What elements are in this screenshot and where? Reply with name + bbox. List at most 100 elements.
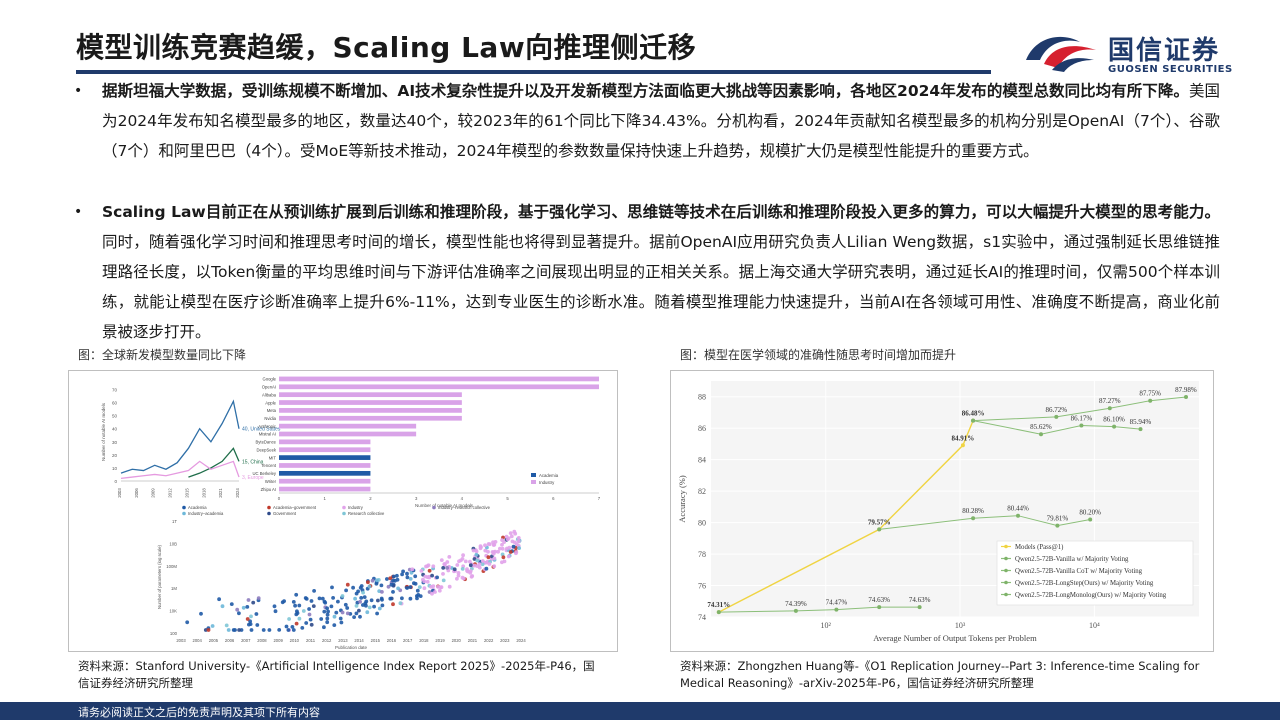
x-tick-label: 10² xyxy=(821,621,832,630)
x-tick-label: 2017 xyxy=(403,638,413,643)
scatter-point xyxy=(325,616,330,621)
scatter-point xyxy=(438,585,443,590)
scatter-point xyxy=(364,599,369,604)
scatter-point xyxy=(456,573,461,578)
scatter-point xyxy=(445,566,449,570)
scatter-point xyxy=(463,559,468,564)
x-axis-title: Average Number of Output Tokens per Prob… xyxy=(873,633,1037,643)
scatter-point xyxy=(352,615,356,619)
x-tick-label: 2009 xyxy=(151,488,156,498)
scatter-point xyxy=(338,616,343,621)
scatter-point xyxy=(509,534,514,539)
scatter-point xyxy=(472,557,477,561)
scatter-point xyxy=(517,546,521,550)
bullet-paragraph-2: • Scaling Law目前正在从预训练扩展到后训练和推理阶段，基于强化学习、… xyxy=(74,197,1220,347)
x-tick-label: 2 xyxy=(369,496,372,501)
bar-category-label: Apple xyxy=(265,400,276,405)
series-line-united-states xyxy=(120,399,240,474)
scatter-point xyxy=(273,609,278,614)
bar-category-label: Anthropic xyxy=(258,424,276,429)
scatter-point xyxy=(516,536,521,540)
scatter-point xyxy=(391,574,396,579)
y-tick-label: 1M xyxy=(171,586,177,591)
data-label: 74.31% xyxy=(707,601,730,609)
y-tick-label: 100 xyxy=(170,631,178,636)
scatter-point xyxy=(484,566,489,571)
scatter-point xyxy=(500,546,505,551)
x-tick-label: 2007 xyxy=(241,638,251,643)
legend-marker xyxy=(432,505,436,510)
x-tick-label: 2003 xyxy=(117,488,122,498)
legend-marker xyxy=(1004,568,1008,573)
bar-category-label: ByteDance xyxy=(256,440,277,445)
x-tick-label: 3 xyxy=(415,496,418,501)
legend-label: Industry xyxy=(539,480,555,485)
scatter-point xyxy=(322,609,327,614)
scatter-point xyxy=(319,617,324,621)
scatter-point xyxy=(408,596,413,601)
scatter-point xyxy=(357,608,361,613)
scatter-point xyxy=(487,562,492,566)
x-tick-label: 5 xyxy=(506,496,509,501)
scatter-point xyxy=(408,577,413,581)
legend-label: Qwen2.5-72B-LongStep(Ours) w/ Majority V… xyxy=(1015,580,1154,587)
x-tick-label: 2023 xyxy=(500,638,510,643)
scatter-point xyxy=(353,596,357,601)
series-point xyxy=(716,610,721,615)
x-tick-label: 7 xyxy=(598,496,601,501)
bar-meta xyxy=(279,408,462,413)
scatter-point xyxy=(474,552,479,557)
scatter-point xyxy=(380,590,384,594)
bar-nvidia xyxy=(279,415,462,421)
bar-deepseek xyxy=(279,447,371,453)
scatter-point xyxy=(418,594,423,598)
scatter-point xyxy=(224,623,229,628)
scatter-point xyxy=(408,585,413,589)
scatter-point xyxy=(400,572,404,577)
page-title: 模型训练竞赛趋缓，Scaling Law向推理侧迁移 xyxy=(76,31,697,64)
data-label: 74.63% xyxy=(909,596,931,604)
scatter-point xyxy=(422,586,427,591)
scatter-point xyxy=(389,582,394,587)
para2-normal: 同时，随着强化学习时间和推理思考时间的增长，模型性能也将得到显著提升。据前Ope… xyxy=(102,233,1220,341)
chart-accuracy-plot: 74 76 78 80 82 84 86 88 10² 10³ 10⁴ Average Number … xyxy=(677,381,1199,643)
scatter-point xyxy=(500,552,505,557)
y-tick-label: 74 xyxy=(698,613,706,622)
scatter-point xyxy=(354,604,359,608)
bar-category-label: Zhipu AI xyxy=(261,487,276,492)
scatter-point xyxy=(307,607,311,611)
x-tick-label: 6 xyxy=(552,496,555,501)
scatter-point xyxy=(241,605,246,610)
bar-writer xyxy=(279,478,371,484)
series-point xyxy=(877,605,882,610)
y-tick-label: 1T xyxy=(172,519,177,524)
scatter-point xyxy=(332,623,337,627)
bar-uc-berkeley xyxy=(279,470,371,476)
scatter-point xyxy=(291,628,296,632)
scatter-point xyxy=(375,578,379,583)
scatter-point xyxy=(410,567,415,572)
y-tick-label: 84 xyxy=(698,456,706,465)
scatter-point xyxy=(437,588,442,593)
scatter-point xyxy=(380,603,385,608)
bar-category-label: OpenAI xyxy=(262,385,276,390)
scatter-point xyxy=(455,576,459,581)
y-tick-label: 60 xyxy=(112,401,118,406)
data-label: 80.28% xyxy=(962,507,984,515)
bar-category-label: Mistral AI xyxy=(259,432,276,437)
scatter-point xyxy=(295,611,300,615)
scatter-point xyxy=(386,584,391,589)
y-axis-title: Accuracy (%) xyxy=(677,475,687,523)
data-label: 86.72% xyxy=(1045,406,1067,414)
x-tick-label: 2006 xyxy=(134,488,139,498)
scatter-point xyxy=(247,622,251,627)
scatter-point xyxy=(455,563,460,567)
scatter-point xyxy=(330,585,334,590)
data-label: 85.94% xyxy=(1130,418,1152,426)
scatter-point xyxy=(320,596,325,601)
scatter-point xyxy=(308,617,313,622)
scatter-point xyxy=(395,573,399,578)
scatter-point xyxy=(246,598,251,602)
y-tick-label: 20 xyxy=(112,453,118,458)
